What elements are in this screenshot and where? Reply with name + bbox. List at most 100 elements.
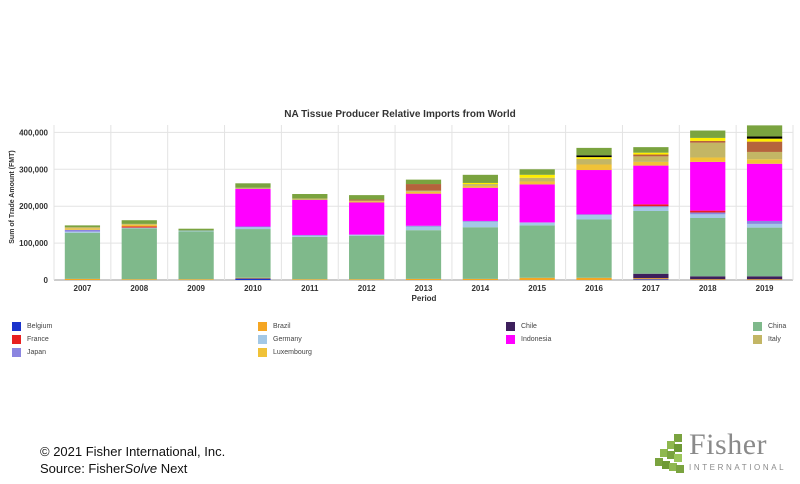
bar-segment-italy[interactable] [235,187,271,189]
bar-segment-luxembourg[interactable] [349,201,385,203]
bar-segment-china[interactable] [235,229,271,278]
bar-segment-germany[interactable] [121,227,157,229]
bar-segment-italy[interactable] [519,177,555,182]
legend-item-indonesia[interactable]: Indonesia [506,335,551,344]
bar-segment-brazil[interactable] [121,279,157,280]
bar-segment[interactable] [349,199,385,201]
bar-segment-chile[interactable] [633,273,669,279]
bar-segment[interactable] [349,195,385,200]
bar-segment-luxembourg[interactable] [633,161,669,166]
legend-item-belgium[interactable]: Belgium [12,322,52,331]
bar-segment-japan[interactable] [405,225,442,227]
bar-segment-indonesia[interactable] [292,199,328,235]
legend-item-luxembourg[interactable]: Luxembourg [258,348,312,357]
legend-item-germany[interactable]: Germany [258,335,302,344]
bar-segment-japan[interactable] [690,212,726,215]
bar-segment-chile[interactable] [690,276,726,280]
bar-segment-france[interactable] [121,226,157,228]
bar-segment-indonesia[interactable] [519,184,555,223]
legend-item-brazil[interactable]: Brazil [258,322,291,331]
bar-segment-china[interactable] [519,225,555,278]
bar-segment-germany[interactable] [462,221,498,228]
legend-item-france[interactable]: France [12,335,49,344]
bar-segment-brazil[interactable] [519,277,555,280]
bar-segment-brazil[interactable] [576,277,612,280]
bar-segment-brazil[interactable] [462,278,498,280]
bar-segment-germany[interactable] [519,222,555,226]
bar-segment[interactable] [235,183,271,188]
bar-segment-luxembourg[interactable] [462,185,498,188]
bar-segment[interactable] [576,147,612,156]
bar-segment-china[interactable] [292,236,328,280]
bar-segment[interactable] [690,130,726,138]
bar-segment-brazil[interactable] [746,279,783,280]
bar-segment-italy[interactable] [746,151,783,160]
bar-segment-china[interactable] [576,219,612,278]
bar-segment[interactable] [746,141,783,152]
bar-segment[interactable] [576,155,612,158]
bar-segment-luxembourg[interactable] [576,164,612,171]
bar-segment[interactable] [178,228,214,231]
bar-segment[interactable] [405,179,442,185]
bar-segment-china[interactable] [405,230,442,279]
bar-segment-indonesia[interactable] [349,202,385,235]
bar-segment-japan[interactable] [235,226,271,228]
bar-segment-indonesia[interactable] [633,165,669,205]
bar-segment[interactable] [405,184,442,191]
bar-segment-china[interactable] [121,228,157,280]
bar-segment[interactable] [746,136,783,139]
bar-segment-luxembourg[interactable] [746,159,783,164]
bar-segment-france[interactable] [690,210,726,213]
bar-segment[interactable] [746,138,783,142]
bar-segment-luxembourg[interactable] [519,181,555,185]
bar-segment-japan[interactable] [292,234,328,236]
bar-segment-germany[interactable] [235,227,271,230]
bar-segment-italy[interactable] [349,200,385,202]
bar-segment-belgium[interactable] [633,279,669,280]
bar-segment-china[interactable] [746,227,783,277]
bar-segment-germany[interactable] [349,234,385,236]
bar-segment-indonesia[interactable] [405,193,442,226]
bar-segment-japan[interactable] [64,229,101,232]
bar-segment-indonesia[interactable] [462,187,498,221]
legend-item-china[interactable]: China [753,322,786,331]
bar-segment[interactable] [690,140,726,143]
bar-segment-france[interactable] [633,204,669,207]
bar-segment-japan[interactable] [633,206,669,208]
bar-segment-germany[interactable] [64,231,101,233]
bar-segment[interactable] [576,157,612,159]
bar-segment-luxembourg[interactable] [64,228,101,230]
bar-segment-italy[interactable] [292,198,328,200]
bar-segment-china[interactable] [349,235,385,280]
bar-segment[interactable] [746,125,783,137]
bar-segment-japan[interactable] [462,220,498,222]
bar-segment[interactable] [690,137,726,141]
bar-segment-brazil[interactable] [405,278,442,280]
bar-segment[interactable] [519,169,555,175]
bar-segment[interactable] [633,147,669,153]
bar-segment-china[interactable] [633,210,669,274]
bar-segment-germany[interactable] [576,215,612,220]
bar-segment-japan[interactable] [576,214,612,216]
bar-segment[interactable] [462,182,498,185]
bar-segment[interactable] [519,174,555,178]
bar-segment-japan[interactable] [746,220,783,224]
bar-segment-italy[interactable] [690,142,726,158]
bar-segment-luxembourg[interactable] [405,191,442,194]
bar-segment-germany[interactable] [178,230,214,232]
bar-segment-italy[interactable] [121,223,157,225]
bar-segment[interactable] [633,152,669,155]
bar-segment[interactable] [121,220,157,224]
bar-segment-germany[interactable] [292,235,328,237]
legend-item-japan[interactable]: Japan [12,348,46,357]
bar-segment-china[interactable] [462,227,498,279]
bar-segment-china[interactable] [690,218,726,277]
bar-segment-indonesia[interactable] [576,170,612,215]
legend-item-italy[interactable]: Italy [753,335,781,344]
bar-segment[interactable] [292,194,328,199]
legend-item-chile[interactable]: Chile [506,322,537,331]
bar-segment-italy[interactable] [633,156,669,162]
bar-segment[interactable] [64,225,101,228]
bar-segment[interactable] [462,174,498,183]
bar-segment-germany[interactable] [690,214,726,218]
